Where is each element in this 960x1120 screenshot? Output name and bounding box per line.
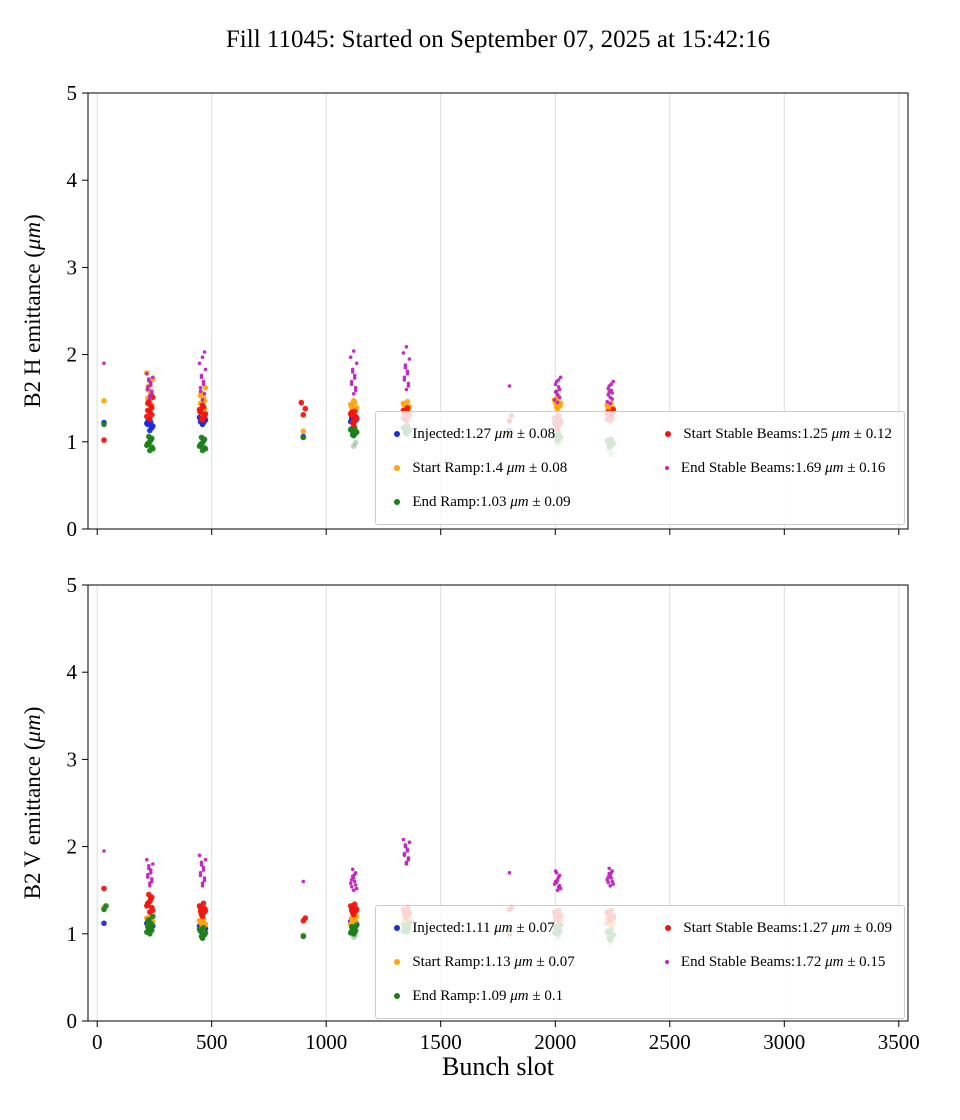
y-tick-label: 2 — [67, 343, 78, 367]
y-tick-label: 0 — [67, 517, 78, 541]
legend-marker-end-stable-beams — [664, 959, 669, 965]
legend-label: Injected:1.11 μm ± 0.07 — [412, 919, 555, 936]
axes-frame — [87, 584, 909, 1022]
legend-marker-start-stable-beams — [664, 924, 672, 932]
y-axis-label-h: B2 H emittance (μm) — [20, 214, 45, 408]
series-end-stable-beams — [102, 345, 615, 406]
legend-item-end-ramp: End Ramp:1.03 μm ± 0.09 — [388, 485, 633, 519]
legend-label: End Ramp:1.03 μm ± 0.09 — [412, 493, 571, 510]
series-end-stable-beams — [102, 837, 615, 892]
legend-marker-end-ramp — [393, 498, 401, 506]
legend-item-start-ramp: Start Ramp:1.4 μm ± 0.08 — [388, 451, 633, 485]
y-tick-label: 1 — [67, 430, 78, 454]
legend-item-injected: Injected:1.27 μm ± 0.08 — [388, 417, 633, 451]
legend-item-start-stable-beams: Start Stable Beams:1.27 μm ± 0.09 — [659, 911, 892, 945]
legend-label: End Stable Beams:1.69 μm ± 0.16 — [680, 459, 886, 476]
legend-item-end-stable-beams: End Stable Beams:1.72 μm ± 0.15 — [659, 945, 892, 979]
legend-h-plot: Injected:1.27 μm ± 0.08 Start Ramp:1.4 μm… — [374, 411, 905, 525]
legend-marker-end-stable-beams — [664, 465, 669, 471]
legend-v-plot: Injected:1.11 μm ± 0.07 Start Ramp:1.13 μ… — [374, 905, 905, 1019]
legend-marker-end-ramp — [393, 992, 401, 1000]
x-axis-label: Bunch slot — [442, 1052, 554, 1081]
legend-marker-start-stable-beams — [664, 430, 672, 438]
y-tick-label: 4 — [67, 660, 78, 684]
legend-marker-start-ramp — [393, 464, 401, 472]
x-tick-label: 1500 — [420, 1030, 462, 1054]
legend-marker-injected — [393, 430, 401, 438]
y-tick-label: 4 — [67, 168, 78, 192]
x-tick-label: 0 — [92, 1030, 103, 1054]
legend-label: Start Ramp:1.13 μm ± 0.07 — [412, 953, 575, 970]
legend-label: End Stable Beams:1.72 μm ± 0.15 — [680, 953, 886, 970]
legend-item-start-ramp: Start Ramp:1.13 μm ± 0.07 — [388, 945, 633, 979]
legend-item-start-stable-beams: Start Stable Beams:1.25 μm ± 0.12 — [659, 417, 892, 451]
y-tick-label: 1 — [67, 922, 78, 946]
legend-marker-injected — [393, 924, 401, 932]
legend-item-injected: Injected:1.11 μm ± 0.07 — [388, 911, 633, 945]
axes-frame — [87, 92, 909, 530]
legend-label: Start Stable Beams:1.27 μm ± 0.09 — [683, 919, 892, 936]
y-tick-label: 0 — [67, 1009, 78, 1033]
legend-item-end-stable-beams: End Stable Beams:1.69 μm ± 0.16 — [659, 451, 892, 485]
legend-label: End Ramp:1.09 μm ± 0.1 — [412, 987, 564, 1004]
x-tick-label: 3500 — [878, 1030, 920, 1054]
figure-title: Fill 11045: Started on September 07, 202… — [225, 26, 771, 53]
y-tick-label: 2 — [67, 835, 78, 859]
legend-item-end-ramp: End Ramp:1.09 μm ± 0.1 — [388, 979, 633, 1013]
y-tick-label: 3 — [67, 255, 78, 279]
y-axis-label-v: B2 V emittance (μm) — [20, 706, 45, 900]
y-tick-label: 5 — [67, 573, 78, 597]
x-tick-label: 3000 — [763, 1030, 805, 1054]
x-tick-label: 500 — [196, 1030, 228, 1054]
legend-label: Injected:1.27 μm ± 0.08 — [412, 425, 556, 442]
x-tick-label: 2000 — [534, 1030, 576, 1054]
y-tick-label: 5 — [67, 81, 78, 105]
legend-label: Start Stable Beams:1.25 μm ± 0.12 — [683, 425, 892, 442]
y-tick-label: 3 — [67, 747, 78, 771]
x-tick-label: 2500 — [649, 1030, 691, 1054]
legend-marker-start-ramp — [393, 958, 401, 966]
legend-label: Start Ramp:1.4 μm ± 0.08 — [412, 459, 568, 476]
x-tick-label: 1000 — [305, 1030, 347, 1054]
